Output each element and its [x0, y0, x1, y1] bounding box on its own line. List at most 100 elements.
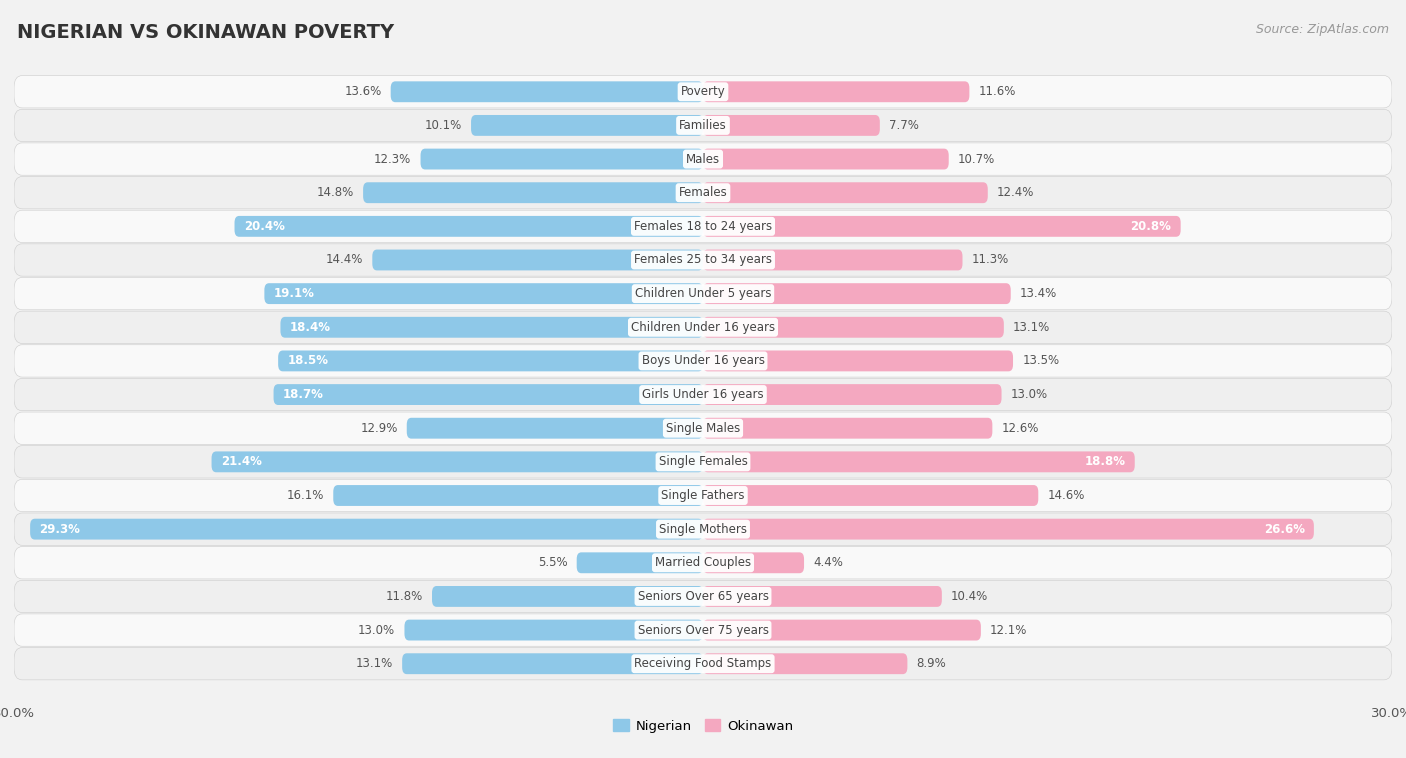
- FancyBboxPatch shape: [703, 452, 1135, 472]
- FancyBboxPatch shape: [703, 249, 963, 271]
- FancyBboxPatch shape: [703, 619, 981, 641]
- FancyBboxPatch shape: [14, 345, 1392, 377]
- Text: Children Under 5 years: Children Under 5 years: [634, 287, 772, 300]
- FancyBboxPatch shape: [14, 378, 1392, 411]
- Text: 12.9%: 12.9%: [360, 421, 398, 434]
- FancyBboxPatch shape: [14, 581, 1392, 612]
- Text: 13.1%: 13.1%: [356, 657, 392, 670]
- FancyBboxPatch shape: [14, 647, 1392, 680]
- Text: Single Males: Single Males: [666, 421, 740, 434]
- FancyBboxPatch shape: [14, 277, 1392, 310]
- Text: Girls Under 16 years: Girls Under 16 years: [643, 388, 763, 401]
- FancyBboxPatch shape: [703, 418, 993, 439]
- FancyBboxPatch shape: [30, 518, 703, 540]
- FancyBboxPatch shape: [278, 350, 703, 371]
- FancyBboxPatch shape: [211, 452, 703, 472]
- Text: Married Couples: Married Couples: [655, 556, 751, 569]
- FancyBboxPatch shape: [703, 216, 1181, 236]
- FancyBboxPatch shape: [405, 619, 703, 641]
- Text: 11.3%: 11.3%: [972, 253, 1010, 267]
- Text: 13.6%: 13.6%: [344, 85, 381, 99]
- Text: 5.5%: 5.5%: [538, 556, 568, 569]
- Text: Single Fathers: Single Fathers: [661, 489, 745, 502]
- Text: Single Females: Single Females: [658, 456, 748, 468]
- FancyBboxPatch shape: [703, 653, 907, 674]
- FancyBboxPatch shape: [703, 283, 1011, 304]
- FancyBboxPatch shape: [264, 283, 703, 304]
- Text: 14.8%: 14.8%: [316, 186, 354, 199]
- Text: 18.5%: 18.5%: [287, 355, 329, 368]
- Text: Females 25 to 34 years: Females 25 to 34 years: [634, 253, 772, 267]
- Text: 20.4%: 20.4%: [243, 220, 284, 233]
- Legend: Nigerian, Okinawan: Nigerian, Okinawan: [607, 714, 799, 738]
- Text: 11.6%: 11.6%: [979, 85, 1017, 99]
- FancyBboxPatch shape: [14, 547, 1392, 579]
- Text: 13.5%: 13.5%: [1022, 355, 1059, 368]
- FancyBboxPatch shape: [14, 76, 1392, 108]
- FancyBboxPatch shape: [14, 177, 1392, 209]
- Text: 12.6%: 12.6%: [1001, 421, 1039, 434]
- Text: 13.0%: 13.0%: [359, 624, 395, 637]
- FancyBboxPatch shape: [14, 244, 1392, 276]
- Text: 16.1%: 16.1%: [287, 489, 323, 502]
- Text: 26.6%: 26.6%: [1264, 522, 1305, 536]
- Text: 14.6%: 14.6%: [1047, 489, 1085, 502]
- FancyBboxPatch shape: [14, 479, 1392, 512]
- Text: 29.3%: 29.3%: [39, 522, 80, 536]
- Text: Families: Families: [679, 119, 727, 132]
- Text: 21.4%: 21.4%: [221, 456, 262, 468]
- Text: Poverty: Poverty: [681, 85, 725, 99]
- FancyBboxPatch shape: [703, 586, 942, 607]
- Text: 18.4%: 18.4%: [290, 321, 330, 334]
- FancyBboxPatch shape: [14, 109, 1392, 142]
- Text: 12.1%: 12.1%: [990, 624, 1028, 637]
- Text: Seniors Over 65 years: Seniors Over 65 years: [637, 590, 769, 603]
- Text: 12.3%: 12.3%: [374, 152, 412, 165]
- FancyBboxPatch shape: [703, 115, 880, 136]
- Text: Seniors Over 75 years: Seniors Over 75 years: [637, 624, 769, 637]
- FancyBboxPatch shape: [363, 182, 703, 203]
- Text: Females 18 to 24 years: Females 18 to 24 years: [634, 220, 772, 233]
- Text: 20.8%: 20.8%: [1130, 220, 1171, 233]
- Text: 10.1%: 10.1%: [425, 119, 461, 132]
- FancyBboxPatch shape: [14, 614, 1392, 647]
- Text: Receiving Food Stamps: Receiving Food Stamps: [634, 657, 772, 670]
- FancyBboxPatch shape: [471, 115, 703, 136]
- Text: 18.8%: 18.8%: [1084, 456, 1126, 468]
- Text: Males: Males: [686, 152, 720, 165]
- Text: Children Under 16 years: Children Under 16 years: [631, 321, 775, 334]
- Text: Single Mothers: Single Mothers: [659, 522, 747, 536]
- FancyBboxPatch shape: [280, 317, 703, 338]
- Text: 14.4%: 14.4%: [326, 253, 363, 267]
- FancyBboxPatch shape: [14, 513, 1392, 545]
- Text: 13.4%: 13.4%: [1019, 287, 1057, 300]
- FancyBboxPatch shape: [576, 553, 703, 573]
- FancyBboxPatch shape: [14, 412, 1392, 444]
- FancyBboxPatch shape: [420, 149, 703, 170]
- FancyBboxPatch shape: [703, 149, 949, 170]
- Text: 4.4%: 4.4%: [813, 556, 844, 569]
- Text: Females: Females: [679, 186, 727, 199]
- FancyBboxPatch shape: [703, 553, 804, 573]
- Text: 12.4%: 12.4%: [997, 186, 1035, 199]
- FancyBboxPatch shape: [703, 485, 1038, 506]
- Text: Source: ZipAtlas.com: Source: ZipAtlas.com: [1256, 23, 1389, 36]
- FancyBboxPatch shape: [333, 485, 703, 506]
- FancyBboxPatch shape: [703, 317, 1004, 338]
- FancyBboxPatch shape: [391, 81, 703, 102]
- FancyBboxPatch shape: [432, 586, 703, 607]
- FancyBboxPatch shape: [703, 384, 1001, 405]
- FancyBboxPatch shape: [703, 350, 1012, 371]
- FancyBboxPatch shape: [373, 249, 703, 271]
- FancyBboxPatch shape: [703, 81, 969, 102]
- Text: 13.0%: 13.0%: [1011, 388, 1047, 401]
- FancyBboxPatch shape: [406, 418, 703, 439]
- FancyBboxPatch shape: [14, 143, 1392, 175]
- Text: 8.9%: 8.9%: [917, 657, 946, 670]
- Text: NIGERIAN VS OKINAWAN POVERTY: NIGERIAN VS OKINAWAN POVERTY: [17, 23, 394, 42]
- Text: 19.1%: 19.1%: [274, 287, 315, 300]
- Text: Boys Under 16 years: Boys Under 16 years: [641, 355, 765, 368]
- FancyBboxPatch shape: [14, 210, 1392, 243]
- FancyBboxPatch shape: [235, 216, 703, 236]
- FancyBboxPatch shape: [14, 446, 1392, 478]
